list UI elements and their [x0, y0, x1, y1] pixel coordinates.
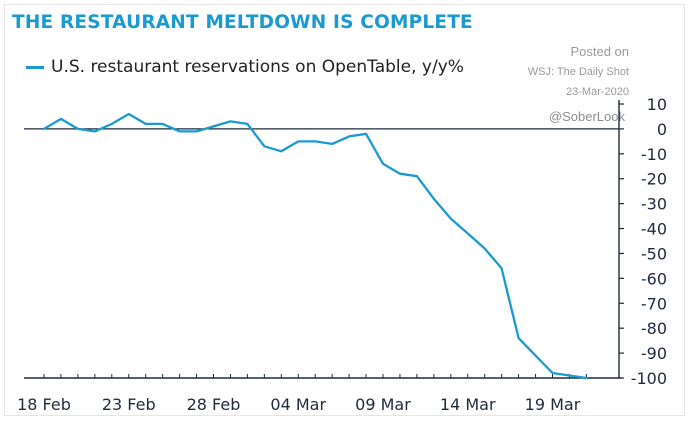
y-tick-label: -100 [631, 369, 667, 388]
y-tick-label: -60 [641, 269, 667, 288]
legend-label: U.S. restaurant reservations on OpenTabl… [51, 57, 464, 77]
source-date: 23-Mar-2020 [566, 86, 629, 98]
legend-swatch [26, 65, 44, 69]
chart-title: THE RESTAURANT MELTDOWN IS COMPLETE [12, 12, 473, 33]
source-note: Posted on WSJ: The Daily Shot 23-Mar-202… [429, 42, 629, 102]
y-tick-label: -80 [641, 319, 667, 338]
y-tick-label: -40 [641, 220, 667, 239]
x-tick-label: 09 Mar [355, 395, 411, 414]
y-tick-label: 0 [657, 120, 667, 139]
y-tick-label: -20 [641, 170, 667, 189]
series-line [42, 112, 588, 380]
source-posted: Posted on [570, 44, 629, 59]
x-tick-label: 04 Mar [270, 395, 326, 414]
y-tick-label: 10 [647, 95, 667, 114]
chart-frame [4, 4, 685, 416]
x-tick-label: 19 Mar [525, 395, 581, 414]
y-tick-label: -90 [641, 344, 667, 363]
y-tick-label: -10 [641, 145, 667, 164]
source-handle: @SoberLook [548, 109, 625, 124]
y-tick-label: -70 [641, 294, 667, 313]
x-tick-label: 28 Feb [187, 395, 241, 414]
y-tick-label: -50 [641, 244, 667, 263]
source-outlet: WSJ: The Daily Shot [527, 66, 629, 78]
x-tick-label: 23 Feb [102, 395, 156, 414]
y-tick-label: -30 [641, 195, 667, 214]
x-tick-label: 18 Feb [17, 395, 71, 414]
legend: U.S. restaurant reservations on OpenTabl… [26, 57, 464, 77]
x-tick-label: 14 Mar [440, 395, 496, 414]
